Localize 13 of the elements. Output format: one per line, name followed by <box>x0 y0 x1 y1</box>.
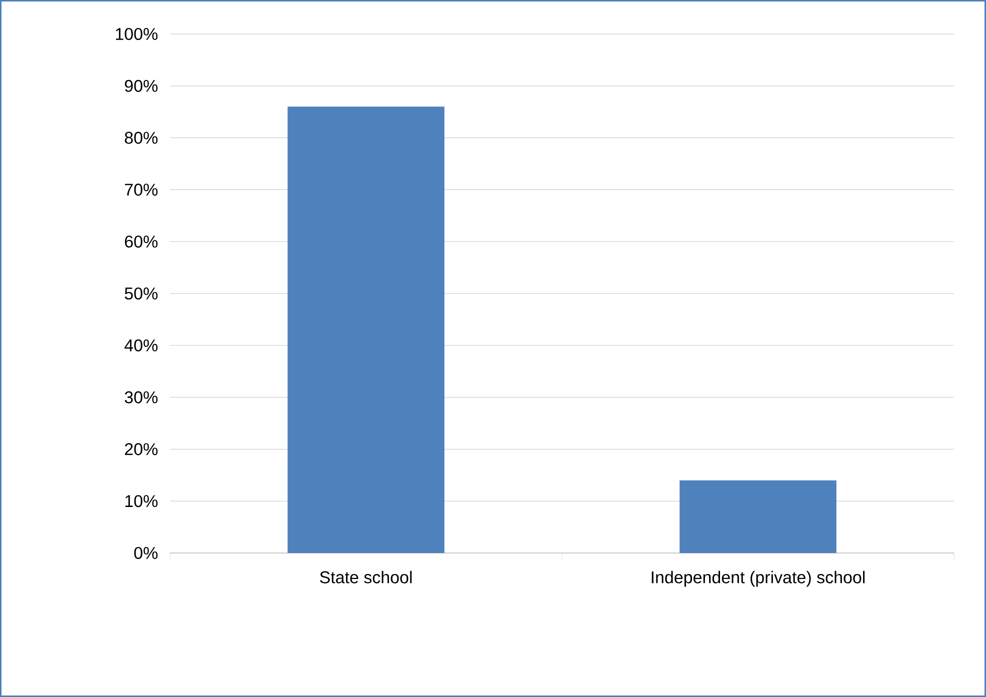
x-tick-label: State school <box>320 570 412 584</box>
y-tick-label: 30% <box>124 391 158 404</box>
y-tick-label: 70% <box>124 184 158 196</box>
y-tick-label: 90% <box>124 80 158 92</box>
y-tick-label: 100% <box>116 28 158 40</box>
y-tick-label: 0% <box>134 546 158 560</box>
y-tick-label: 80% <box>124 132 158 144</box>
y-tick-label: 60% <box>124 236 158 248</box>
x-tick-label: Independent (private) school <box>652 570 865 587</box>
y-tick-label: 10% <box>125 495 158 508</box>
y-tick-label: 50% <box>124 287 158 300</box>
y-tick-label: 40% <box>124 339 158 352</box>
y-tick-label: 20% <box>124 443 158 456</box>
